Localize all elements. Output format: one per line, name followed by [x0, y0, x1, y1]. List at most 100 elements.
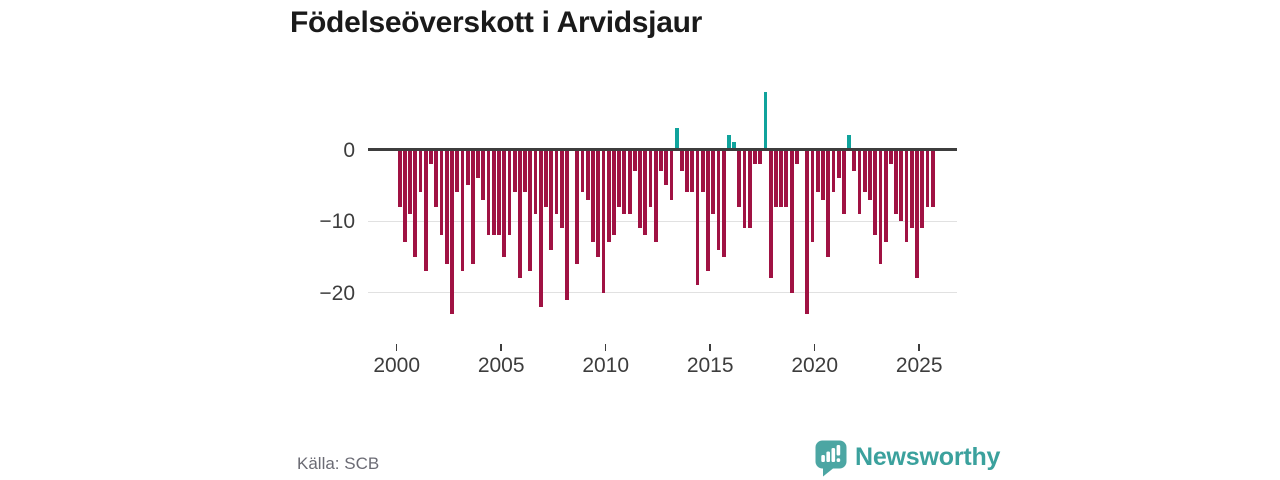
bar-2015-q1	[711, 149, 716, 214]
bar-2010-q3	[617, 149, 622, 207]
bar-2007-q3	[554, 149, 559, 214]
bar-2008-q4	[580, 149, 585, 193]
bar-2017-q3	[763, 92, 768, 150]
x-axis-label-2005: 2005	[477, 354, 525, 377]
bar-2023-q1	[878, 149, 883, 264]
bar-2012-q2	[653, 149, 658, 243]
bar-2008-q3	[575, 149, 580, 264]
bar-2014-q4	[706, 149, 710, 272]
bar-2013-q1	[669, 149, 674, 200]
bar-2018-q4	[789, 149, 794, 293]
bar-2009-q2	[591, 149, 595, 243]
brand-name: Newsworthy	[855, 443, 1001, 471]
bar-2019-q4	[810, 149, 815, 243]
bar-2016-q4	[747, 149, 752, 229]
bar-2001-q2	[423, 149, 428, 272]
bar-2012-q3	[659, 149, 663, 171]
bar-2021-q4	[852, 149, 857, 171]
bar-2025-q1	[920, 149, 925, 229]
bar-2011-q4	[643, 149, 648, 236]
bar-2017-q4	[768, 149, 773, 279]
bar-2006-q3	[533, 149, 538, 214]
bar-2004-q3	[491, 149, 496, 236]
bar-2004-q4	[497, 149, 501, 236]
bar-2024-q3	[909, 149, 914, 229]
bar-2006-q2	[528, 149, 533, 272]
brand-logo: Newsworthy	[814, 439, 1000, 477]
gridline-y-20	[368, 292, 957, 293]
bar-2022-q3	[868, 149, 872, 200]
bar-2022-q1	[857, 149, 862, 214]
x-axis-label-2020: 2020	[791, 354, 839, 377]
source-note: Källa: SCB	[297, 454, 380, 473]
bar-2020-q4	[831, 149, 836, 193]
bar-2024-q4	[915, 149, 919, 279]
bar-2008-q1	[565, 149, 569, 300]
bar-2010-q4	[622, 149, 627, 214]
bar-2000-q2	[403, 149, 407, 243]
bar-2006-q4	[538, 149, 543, 307]
bar-2004-q1	[481, 149, 486, 200]
bar-2004-q2	[486, 149, 491, 236]
bar-2017-q2	[758, 149, 763, 164]
bar-2023-q3	[888, 149, 893, 164]
zero-axis-line	[368, 148, 957, 151]
bar-2002-q3	[450, 149, 454, 314]
bar-2010-q1	[606, 149, 611, 243]
bar-2024-q1	[899, 149, 904, 221]
bar-2001-q4	[434, 149, 439, 207]
bar-2003-q1	[460, 149, 465, 272]
bar-2007-q1	[544, 149, 548, 207]
bar-2003-q3	[470, 149, 475, 264]
bar-2013-q3	[679, 149, 684, 171]
bar-2002-q2	[444, 149, 449, 264]
y-axis-label: 0	[343, 138, 355, 162]
bar-2000-q4	[413, 149, 418, 257]
bar-2016-q2	[737, 149, 742, 207]
bar-2005-q3	[512, 149, 517, 193]
bar-2016-q1	[732, 142, 737, 150]
x-axis-tick-2010	[604, 344, 607, 351]
bar-2020-q3	[826, 149, 831, 257]
bar-2018-q2	[779, 149, 784, 207]
bar-2006-q1	[523, 149, 527, 193]
bar-2023-q4	[894, 149, 898, 214]
bar-2010-q2	[612, 149, 616, 236]
bar-2018-q3	[784, 149, 789, 207]
bar-2021-q3	[847, 135, 851, 150]
bar-2005-q4	[517, 149, 522, 279]
bar-2020-q2	[821, 149, 825, 200]
bar-2007-q2	[549, 149, 554, 250]
bar-2024-q2	[904, 149, 909, 243]
bar-2011-q1	[627, 149, 632, 214]
bar-2014-q2	[695, 149, 700, 286]
bar-2001-q1	[418, 149, 423, 193]
x-axis-label-2000: 2000	[373, 354, 421, 377]
bar-2000-q1	[397, 149, 402, 207]
bar-2011-q3	[638, 149, 642, 229]
x-axis-label-2015: 2015	[686, 354, 734, 377]
x-axis-tick-2015	[709, 344, 711, 351]
bar-2015-q4	[727, 135, 731, 150]
bar-2025-q2	[925, 149, 930, 207]
bar-2014-q1	[690, 149, 695, 193]
bar-2021-q1	[836, 149, 841, 179]
bar-2018-q1	[774, 149, 778, 207]
chart-title: Födelseöverskott i Arvidsjaur	[290, 6, 702, 39]
bar-2025-q3	[930, 149, 935, 207]
bar-2003-q4	[476, 149, 480, 179]
bar-2013-q4	[685, 149, 689, 193]
y-axis-label: −10	[319, 210, 355, 233]
bar-2019-q3	[805, 149, 810, 314]
y-axis-label: −20	[319, 281, 355, 305]
bar-2005-q2	[507, 149, 512, 236]
bar-2017-q1	[753, 149, 757, 164]
bar-2019-q1	[794, 149, 799, 164]
bar-2012-q4	[664, 149, 669, 186]
bar-2022-q4	[873, 149, 878, 236]
bar-2013-q2	[674, 128, 679, 150]
gridline-y-10	[368, 220, 957, 222]
x-axis-tick-2000	[395, 344, 398, 351]
bar-2014-q3	[700, 149, 705, 193]
